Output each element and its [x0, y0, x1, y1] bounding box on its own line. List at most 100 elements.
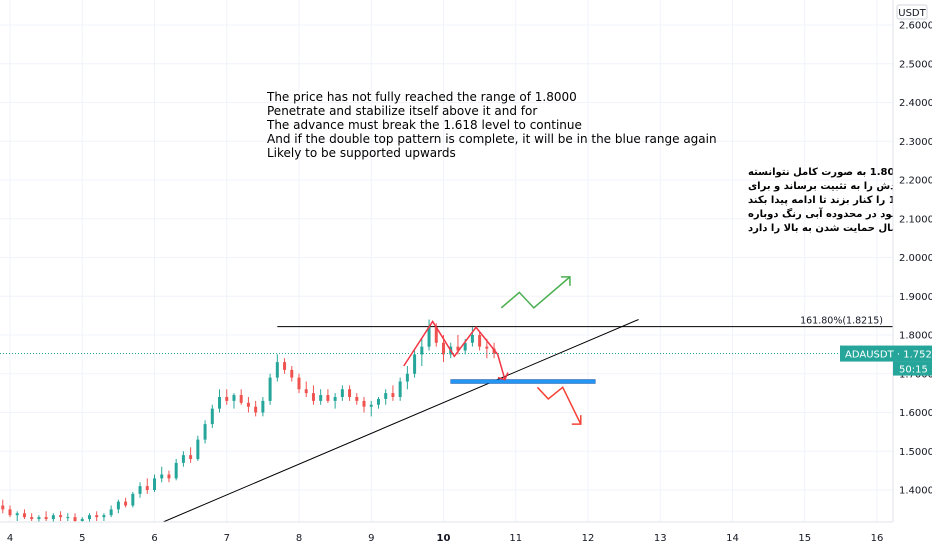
price-axis[interactable]	[893, 0, 932, 550]
candle-body	[297, 377, 301, 390]
y-tick-label: 1.8000	[899, 331, 932, 342]
y-tick-label: 1.5000	[899, 447, 932, 458]
candle-body	[376, 398, 380, 405]
annotation-fa-line-4: و اگر الگوی دابل تاپ کامل بشود در محدوده…	[748, 207, 932, 220]
annotation-fa-line-2: نفوذ بکند و بالای آن خودش را به تثبیت بر…	[748, 179, 932, 192]
candle-body	[37, 517, 41, 520]
candle-body	[87, 515, 91, 520]
countdown-tag	[893, 361, 932, 376]
y-tick-label: 1.6000	[899, 408, 932, 419]
candle-body	[189, 455, 193, 459]
candle-body	[203, 424, 207, 440]
candle-body	[283, 362, 287, 370]
candle-body	[290, 369, 294, 378]
time-axis[interactable]	[0, 522, 893, 550]
candle-body	[73, 517, 77, 521]
candle-body	[232, 395, 236, 401]
candlestick-series	[1, 319, 496, 525]
annotation-en-line-1: The price has not fully reached the rang…	[266, 90, 577, 104]
symbol-price-tag	[840, 345, 932, 362]
candle-body	[311, 393, 315, 401]
candle-body	[478, 335, 482, 347]
annotation-fa-line-1: قیمت به محدوده1.8000 به صورت کامل نتوانس…	[748, 167, 932, 178]
candle-body	[398, 381, 402, 397]
candle-body	[145, 486, 149, 490]
candle-body	[30, 517, 34, 520]
candle-body	[1, 505, 5, 510]
candle-body	[326, 395, 330, 401]
annotation-fa-line-3: پیشروی هم باید تراز 1.618 را کنار بزند ت…	[748, 195, 932, 206]
y-tick-label: 2.0000	[899, 253, 932, 264]
candle-body	[492, 348, 496, 354]
candle-body	[420, 346, 424, 355]
y-tick-label: 1.9000	[899, 292, 932, 303]
candle-body	[268, 377, 272, 401]
double-top-arrowhead	[497, 372, 509, 381]
candle-body	[485, 346, 489, 349]
currency-label: USDT	[898, 8, 926, 19]
candle-body	[470, 335, 474, 343]
x-tick-label: 12	[582, 533, 595, 544]
x-tick-label: 8	[296, 533, 302, 544]
candle-body	[102, 515, 106, 518]
candle-body	[116, 501, 120, 510]
candle-body	[362, 400, 366, 407]
annotation-en-line-5: Likely to be supported upwards	[267, 146, 456, 160]
gridlines	[0, 0, 893, 522]
x-tick-label: 16	[871, 533, 884, 544]
candle-body	[95, 515, 99, 518]
currency-badge[interactable]	[896, 4, 928, 20]
candle-body	[196, 439, 200, 459]
candle-body	[340, 389, 344, 397]
y-tick-label: 2.3000	[899, 137, 932, 148]
y-tick-label: 1.4000	[899, 486, 932, 497]
candle-body	[167, 474, 171, 479]
y-tick-label: 2.4000	[899, 98, 932, 109]
candle-body	[15, 513, 19, 516]
candle-body	[442, 342, 445, 355]
candle-body	[210, 408, 214, 425]
candle-body	[51, 515, 55, 520]
candle-body	[59, 515, 63, 518]
symbol-price-text: ADAUSDT · 1.7521	[845, 350, 932, 361]
y-tick-label: 2.6000	[899, 21, 932, 32]
candle-body	[391, 393, 395, 397]
support-zone	[450, 379, 596, 384]
trendline	[147, 319, 639, 530]
candle-body	[22, 513, 26, 518]
double-top-path	[403, 320, 506, 380]
fib-level-label: 161.80%(1.8215)	[800, 316, 883, 327]
candle-body	[355, 397, 359, 401]
countdown-text: 50:15	[899, 365, 928, 376]
y-tick-label: 2.2000	[899, 176, 932, 187]
candle-body	[66, 517, 70, 519]
drawing-layer: 161.80%(1.8215)	[0, 276, 893, 530]
candle-body	[124, 501, 128, 506]
annotation-en-line-3: The advance must break the 1.618 level t…	[266, 118, 582, 132]
candle-body	[304, 389, 308, 394]
x-tick-label: 6	[151, 533, 157, 544]
candle-body	[434, 327, 438, 343]
y-tick-label: 2.5000	[899, 59, 932, 70]
candle-body	[427, 327, 431, 347]
x-tick-label: 4	[7, 533, 13, 544]
candle-body	[218, 397, 222, 409]
x-tick-label: 9	[368, 533, 374, 544]
y-tick-label: 2.1000	[899, 214, 932, 225]
bullish-arrow	[500, 276, 571, 309]
x-tick-label: 11	[509, 533, 522, 544]
candle-body	[405, 373, 409, 382]
candle-body	[138, 486, 142, 494]
candle-body	[254, 406, 258, 413]
candle-body	[456, 346, 460, 351]
candle-body	[181, 455, 185, 463]
x-tick-label: 10	[437, 533, 451, 544]
candle-body	[463, 342, 467, 351]
x-tick-label: 13	[654, 533, 667, 544]
candle-body	[225, 397, 229, 401]
candle-body	[174, 462, 178, 479]
x-tick-label: 15	[798, 533, 811, 544]
candle-body	[131, 493, 135, 506]
